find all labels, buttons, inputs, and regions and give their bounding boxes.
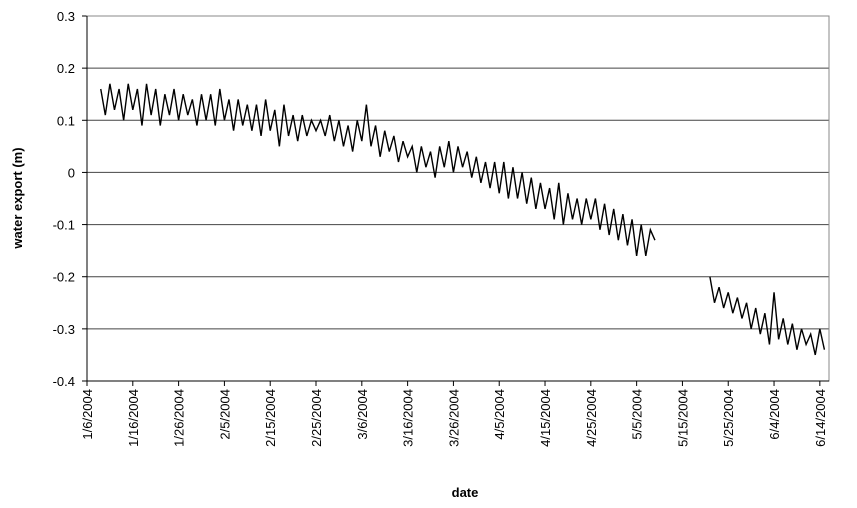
x-tick-label: 3/16/2004: [401, 389, 416, 447]
x-tick-label: 6/4/2004: [767, 389, 782, 440]
x-tick-label: 1/16/2004: [126, 389, 141, 447]
x-tick-label: 5/5/2004: [630, 389, 645, 440]
x-tick-label: 2/15/2004: [263, 389, 278, 447]
x-tick-label: 5/25/2004: [721, 389, 736, 447]
y-tick-label: -0.2: [53, 270, 75, 285]
y-tick-label: -0.4: [53, 374, 75, 389]
x-tick-label: 1/6/2004: [80, 389, 95, 440]
x-axis-title: date: [452, 485, 479, 500]
data-line: [100, 83, 826, 356]
y-tick-label: -0.3: [53, 322, 75, 337]
x-tick-label: 3/6/2004: [355, 389, 370, 440]
x-tick-label: 2/25/2004: [309, 389, 324, 447]
x-tick-label: 4/5/2004: [492, 389, 507, 440]
x-tick-label: 6/14/2004: [813, 389, 828, 447]
x-tick-label: 1/26/2004: [172, 389, 187, 447]
y-tick-label: 0: [68, 165, 75, 180]
x-tick-label: 3/26/2004: [446, 389, 461, 447]
y-tick-label: 0.1: [57, 113, 75, 128]
x-tick-label: 4/25/2004: [584, 389, 599, 447]
x-tick-label: 5/15/2004: [675, 389, 690, 447]
y-axis-title: water export (m): [10, 147, 25, 249]
x-tick-label: 4/15/2004: [538, 389, 553, 447]
y-tick-label: -0.1: [53, 218, 75, 233]
x-tick-label: 2/5/2004: [217, 389, 232, 440]
plot-border: [86, 15, 830, 382]
y-tick-label: 0.2: [57, 61, 75, 76]
y-tick-label: 0.3: [57, 9, 75, 24]
